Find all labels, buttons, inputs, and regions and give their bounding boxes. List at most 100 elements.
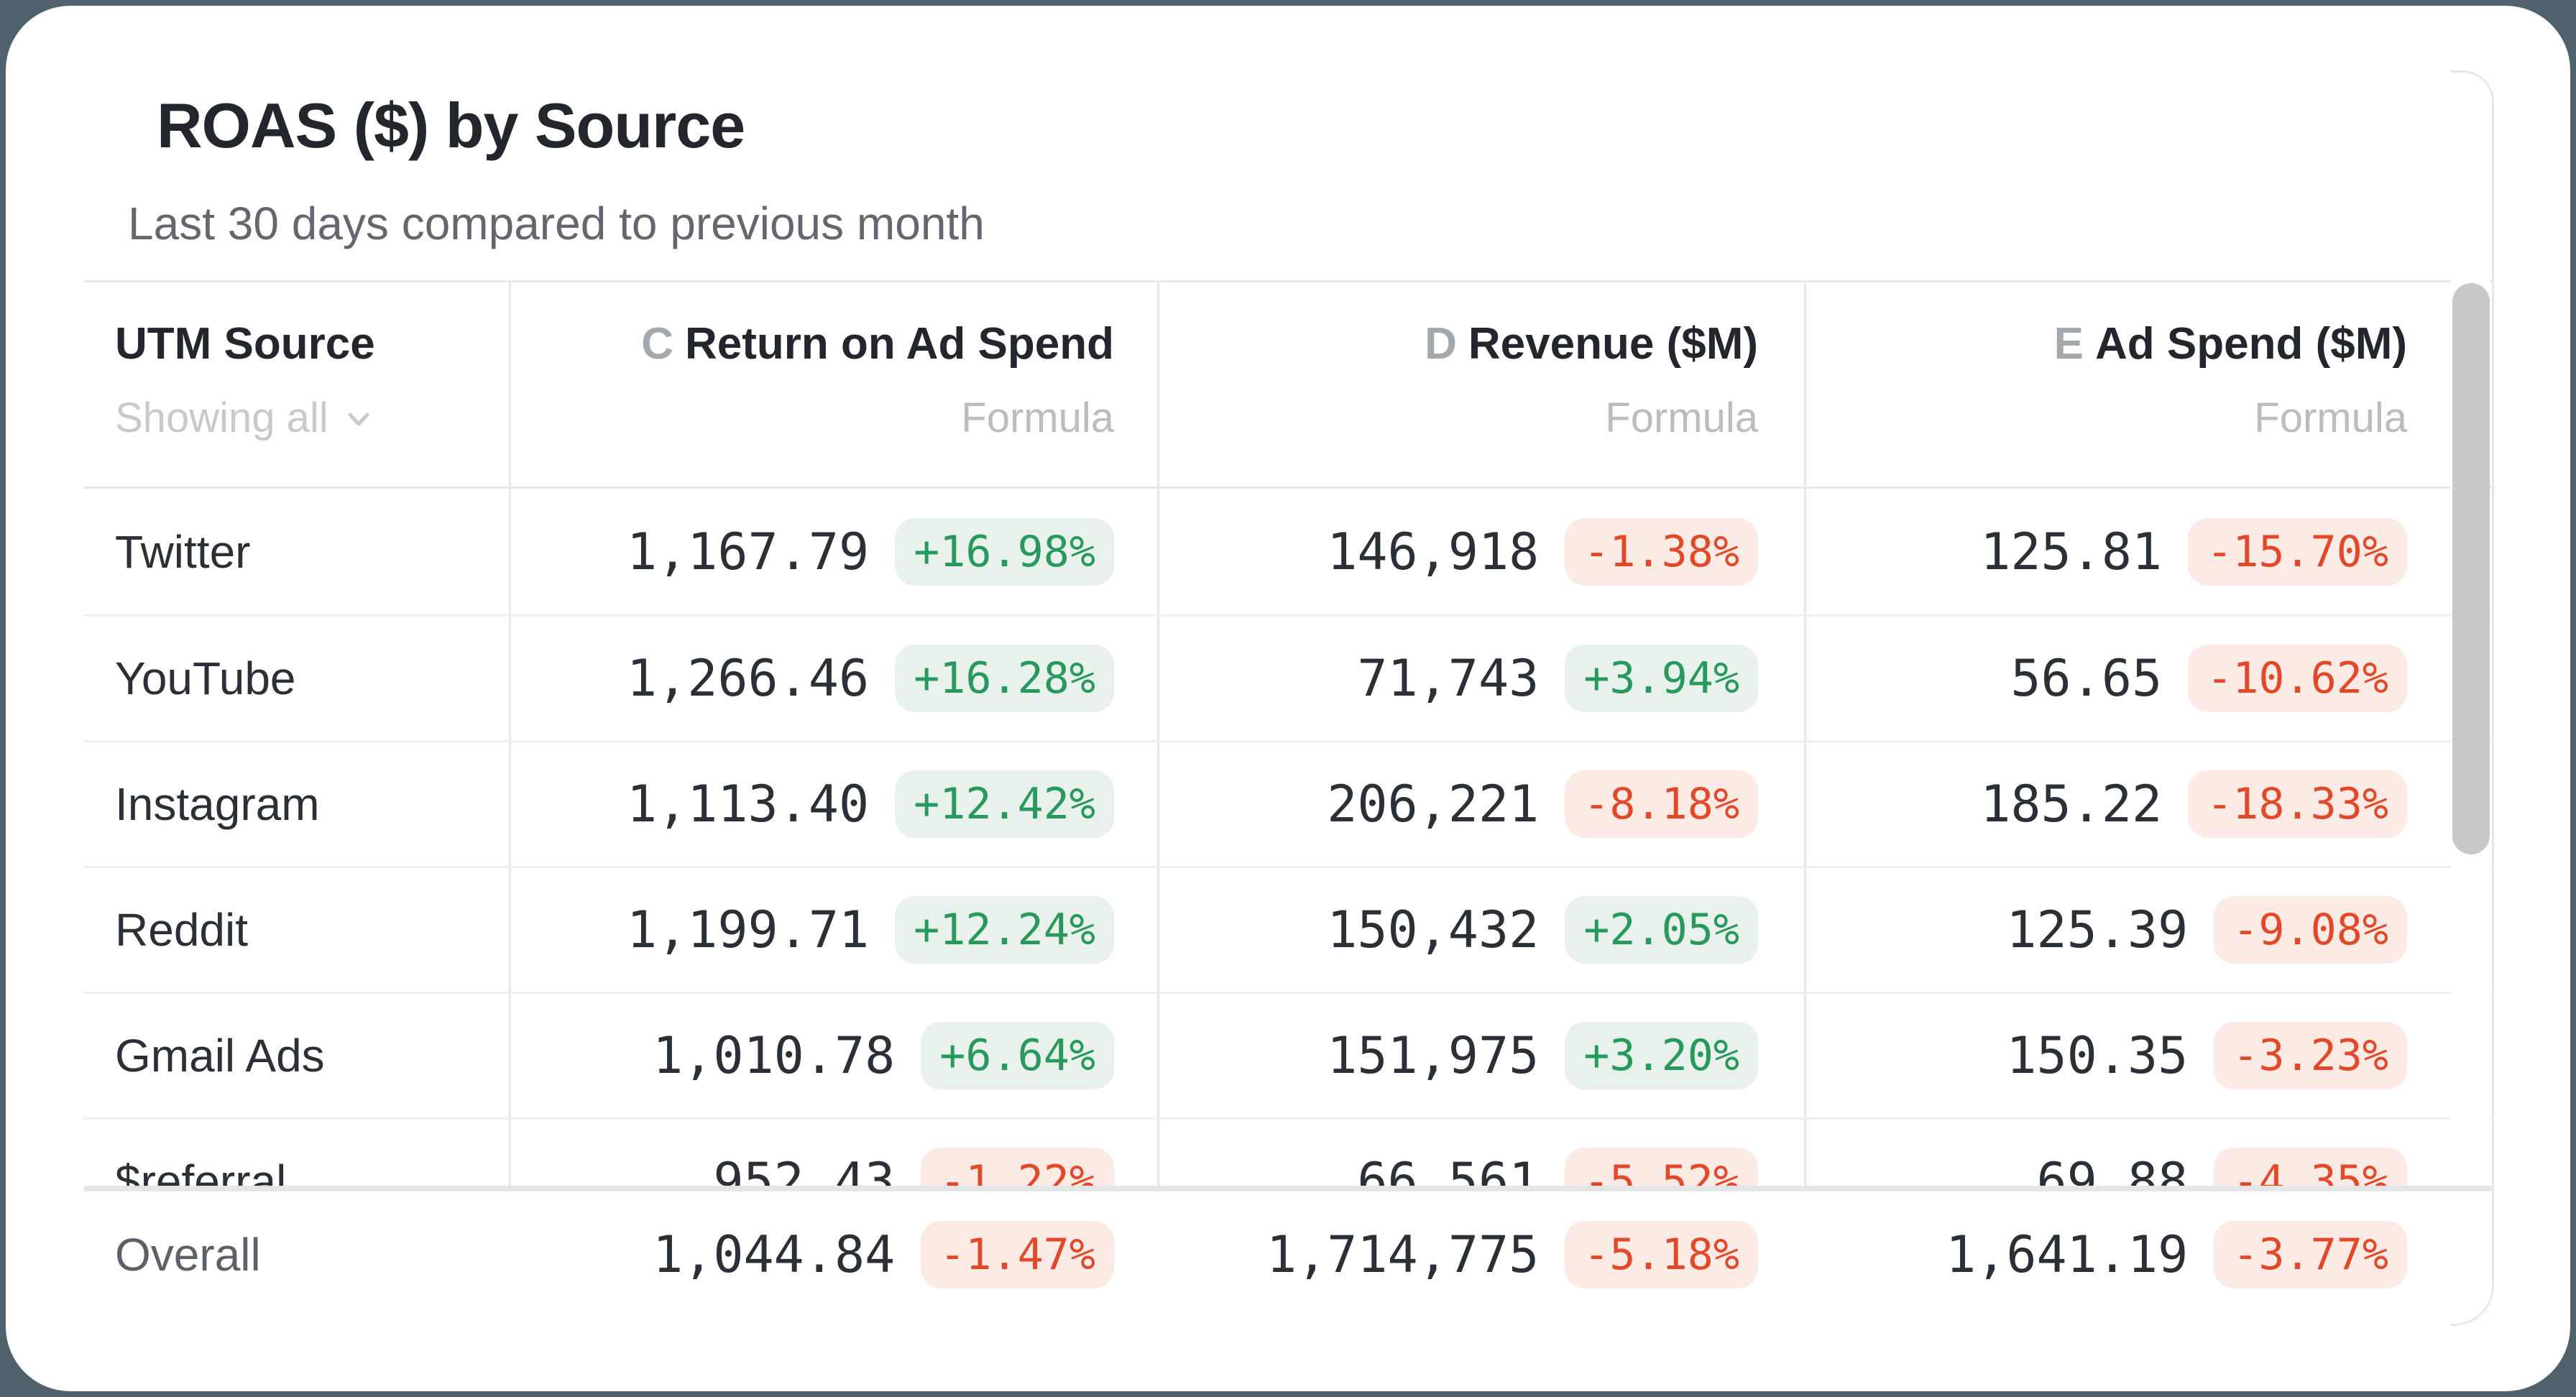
change-badge: -1.38% bbox=[1565, 517, 1758, 586]
table-header-row: UTM Source Showing all C Return on Ad Spe… bbox=[83, 282, 2493, 489]
metric-value: 56.65 bbox=[2010, 649, 2163, 708]
row-label: YouTube bbox=[115, 653, 296, 704]
utm-source-header-label: UTM Source bbox=[115, 319, 375, 369]
column-title: E Ad Spend ($M) bbox=[1806, 318, 2407, 369]
change-badge: -9.08% bbox=[2214, 896, 2407, 964]
change-badge: +3.94% bbox=[1565, 645, 1758, 712]
metric-value: 71,743 bbox=[1357, 649, 1540, 708]
source-filter-label: Showing all bbox=[115, 395, 328, 441]
metric-value: 1,641.19 bbox=[1946, 1225, 2189, 1284]
metric-cell: 1,641.19 -3.77% bbox=[1804, 1191, 2492, 1318]
metric-value: 1,113.40 bbox=[626, 775, 870, 834]
metric-cell: 150.35 -3.23% bbox=[1804, 994, 2492, 1117]
column-title: D Revenue ($M) bbox=[1159, 318, 1758, 369]
metric-cell: 125.39 -9.08% bbox=[1804, 868, 2492, 992]
metric-value: 125.39 bbox=[2006, 900, 2189, 959]
metric-value: 1,167.79 bbox=[626, 522, 870, 581]
metric-value: 1,044.84 bbox=[653, 1225, 896, 1284]
page-title: ROAS ($) by Source bbox=[157, 90, 745, 161]
roas-table: UTM Source Showing all C Return on Ad Spe… bbox=[83, 280, 2493, 1318]
metric-cell: 1,266.46 +16.28% bbox=[509, 617, 1157, 740]
change-badge: +3.20% bbox=[1565, 1022, 1758, 1089]
change-badge: +6.64% bbox=[921, 1022, 1114, 1089]
column-letter: D bbox=[1425, 319, 1457, 369]
column-name: Return on Ad Spend bbox=[685, 319, 1114, 369]
metric-cell: 952.43 -1.22% bbox=[509, 1120, 1157, 1186]
metric-value: 69.88 bbox=[2036, 1152, 2189, 1186]
change-badge: +16.98% bbox=[895, 517, 1114, 586]
metric-value: 150.35 bbox=[2006, 1026, 2189, 1085]
column-name: Ad Spend ($M) bbox=[2095, 319, 2407, 369]
change-badge: -1.47% bbox=[921, 1221, 1114, 1288]
metric-value: 1,714,775 bbox=[1266, 1225, 1540, 1284]
column-letter: E bbox=[2053, 319, 2084, 369]
metric-value: 1,199.71 bbox=[626, 900, 870, 959]
metric-cell: 185.22 -18.33% bbox=[1804, 742, 2492, 866]
metric-value: 125.81 bbox=[1980, 522, 2163, 581]
metric-cell: 206,221 -8.18% bbox=[1157, 742, 1804, 866]
metric-cell: 1,199.71 +12.24% bbox=[509, 868, 1157, 992]
row-label: Gmail Ads bbox=[115, 1030, 325, 1082]
metric-value: 185.22 bbox=[1980, 775, 2163, 834]
column-title: C Return on Ad Spend bbox=[511, 318, 1114, 369]
row-label: Instagram bbox=[115, 778, 320, 830]
metric-cell: 150,432 +2.05% bbox=[1157, 868, 1804, 992]
table-scroll-area[interactable]: Twitter 1,167.79 +16.98% 146,918 -1.38% 125.8… bbox=[83, 489, 2493, 1186]
roas-widget-card: ROAS ($) by Source Last 30 days compared… bbox=[6, 6, 2570, 1391]
change-badge: -5.18% bbox=[1565, 1221, 1758, 1288]
metric-cell: 69.88 -4.35% bbox=[1804, 1120, 2492, 1186]
metric-cell: 1,167.79 +16.98% bbox=[509, 489, 1157, 614]
summary-label: Overall bbox=[115, 1229, 261, 1281]
column-header-return-on-ad-spend[interactable]: C Return on Ad Spend Formula bbox=[509, 282, 1157, 487]
metric-value: 1,010.78 bbox=[653, 1026, 896, 1085]
change-badge: -3.23% bbox=[2214, 1022, 2407, 1089]
metric-cell: 1,113.40 +12.42% bbox=[509, 742, 1157, 866]
change-badge: +12.24% bbox=[895, 896, 1114, 964]
row-label: $referral bbox=[115, 1156, 287, 1186]
source-filter-dropdown[interactable]: Showing all bbox=[115, 394, 374, 442]
page-subtitle: Last 30 days compared to previous month bbox=[128, 198, 985, 249]
metric-value: 66,561 bbox=[1357, 1152, 1540, 1186]
column-formula-label: Formula bbox=[1605, 395, 1758, 441]
row-label: Reddit bbox=[115, 904, 248, 956]
metric-cell: 1,714,775 -5.18% bbox=[1157, 1191, 1804, 1318]
metric-cell: 1,010.78 +6.64% bbox=[509, 994, 1157, 1117]
change-badge: -10.62% bbox=[2188, 645, 2407, 712]
column-letter: C bbox=[641, 319, 673, 369]
metric-cell: 125.81 -15.70% bbox=[1804, 489, 2492, 614]
metric-cell: 146,918 -1.38% bbox=[1157, 489, 1804, 614]
column-header-revenue[interactable]: D Revenue ($M) Formula bbox=[1157, 282, 1804, 487]
metric-value: 952.43 bbox=[713, 1152, 896, 1186]
change-badge: -3.77% bbox=[2214, 1221, 2407, 1288]
change-badge: +2.05% bbox=[1565, 896, 1758, 964]
metric-cell: 1,044.84 -1.47% bbox=[509, 1191, 1157, 1318]
metric-value: 151,975 bbox=[1327, 1026, 1540, 1085]
change-badge: -4.35% bbox=[2214, 1148, 2407, 1186]
column-header-utm-source: UTM Source Showing all bbox=[83, 282, 509, 487]
table-row: Gmail Ads 1,010.78 +6.64% 151,975 +3.20% 150.… bbox=[83, 992, 2493, 1117]
column-header-ad-spend[interactable]: E Ad Spend ($M) Formula bbox=[1804, 282, 2492, 487]
change-badge: -1.22% bbox=[921, 1148, 1114, 1186]
metric-cell: 151,975 +3.20% bbox=[1157, 994, 1804, 1117]
change-badge: -5.52% bbox=[1565, 1148, 1758, 1186]
metric-cell: 71,743 +3.94% bbox=[1157, 617, 1804, 740]
metric-value: 146,918 bbox=[1327, 522, 1540, 581]
table-row: Instagram 1,113.40 +12.42% 206,221 -8.18% 185… bbox=[83, 740, 2493, 866]
metric-value: 206,221 bbox=[1327, 775, 1540, 834]
table-row: $referral 952.43 -1.22% 66,561 -5.52% 69.88 -4… bbox=[83, 1117, 2493, 1186]
column-name: Revenue ($M) bbox=[1468, 319, 1758, 369]
column-formula-label: Formula bbox=[961, 395, 1114, 441]
change-badge: +16.28% bbox=[895, 645, 1114, 712]
metric-value: 150,432 bbox=[1327, 900, 1540, 959]
change-badge: -18.33% bbox=[2188, 770, 2407, 838]
summary-row: Overall 1,044.84 -1.47% 1,714,775 -5.18% 1,64… bbox=[83, 1191, 2493, 1318]
change-badge: -8.18% bbox=[1565, 770, 1758, 838]
table-row: YouTube 1,266.46 +16.28% 71,743 +3.94% 56.65-… bbox=[83, 614, 2493, 740]
table-row: Reddit 1,199.71 +12.24% 150,432 +2.05% 125.39… bbox=[83, 866, 2493, 992]
summary-divider bbox=[83, 1186, 2493, 1191]
change-badge: +12.42% bbox=[895, 770, 1114, 838]
table-row: Twitter 1,167.79 +16.98% 146,918 -1.38% 125.8… bbox=[83, 489, 2493, 614]
metric-cell: 56.65 -10.62% bbox=[1804, 617, 2492, 740]
scrollbar-thumb[interactable] bbox=[2452, 283, 2490, 854]
